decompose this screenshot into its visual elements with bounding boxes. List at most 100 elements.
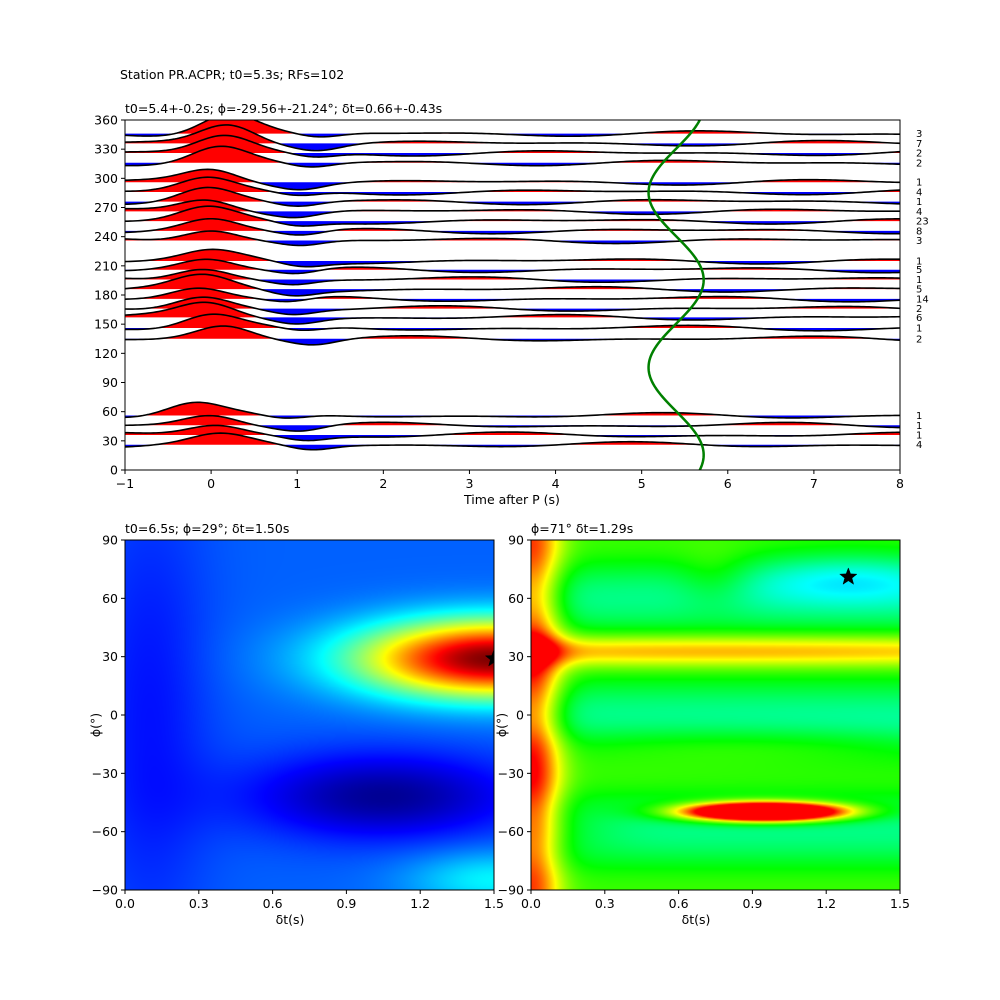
rf-trace xyxy=(125,287,900,303)
rf-negative-fill xyxy=(125,279,900,285)
y-tick-label: 0 xyxy=(110,463,118,478)
rf-xlabel: Time after P (s) xyxy=(463,492,560,507)
x-tick-label: 0.6 xyxy=(263,896,283,911)
best-fit-star-marker xyxy=(484,648,494,667)
trace-count-label: 1 xyxy=(916,421,922,432)
x-tick-label: 0.0 xyxy=(521,896,541,911)
heatmap-right-axes: 0.0 0.3 0.6 0.9 1.2 1.5 −90 −60 −30 0 30 60 90 xyxy=(498,533,910,912)
x-tick-label: 1.2 xyxy=(410,896,430,911)
trace-count-label: 2 xyxy=(916,158,922,169)
trace-count-label: 3 xyxy=(916,129,922,140)
heatmap-right-xlabel: δt(s) xyxy=(682,912,711,927)
y-tick-label: 240 xyxy=(94,229,118,244)
rf-panel: t0=5.4+-0.2s; ϕ=-29.56+-21.24°; δt=0.66+… xyxy=(94,101,929,507)
rf-trace xyxy=(125,168,900,191)
y-tick-label: 60 xyxy=(508,591,524,606)
x-tick-label: 8 xyxy=(896,476,904,491)
figure-suptitle: Station PR.ACPR; t0=5.3s; RFs=102 xyxy=(120,67,344,82)
rf-axes: −1 0 1 2 3 4 5 6 7 803060901201501802102402703003… xyxy=(94,113,929,492)
y-tick-label: 60 xyxy=(102,404,118,419)
rf-negative-fill xyxy=(125,289,900,296)
rf-trace xyxy=(125,258,900,275)
rf-trace xyxy=(125,124,900,152)
heatmap-right-panel: ϕ=71° δt=1.29s 0.0 0.3 0.6 0.9 1.2 1.5 −90 −60 −… xyxy=(494,521,910,927)
y-tick-label: 300 xyxy=(94,171,118,186)
x-tick-label: −1 xyxy=(116,476,134,491)
x-tick-label: 0.6 xyxy=(669,896,689,911)
rf-negative-fill xyxy=(125,153,900,158)
x-tick-label: 0.0 xyxy=(115,896,135,911)
x-tick-label: 0.9 xyxy=(742,896,762,911)
rf-trace xyxy=(125,186,900,207)
rf-trace xyxy=(125,248,900,268)
heatmap-left-title: t0=6.5s; ϕ=29°; δt=1.50s xyxy=(125,521,289,536)
rf-trace xyxy=(125,432,900,451)
x-tick-label: 1.2 xyxy=(816,896,836,911)
trace-count-label: 1 xyxy=(916,178,922,189)
rf-trace xyxy=(125,230,900,247)
rf-positive-fill xyxy=(125,433,900,445)
trace-count-label: 4 xyxy=(916,440,922,451)
trace-count-label: 1 xyxy=(916,431,922,442)
heatmap-right-image xyxy=(531,540,900,890)
heatmap-left-image xyxy=(125,540,494,890)
rf-negative-fill xyxy=(125,425,900,432)
rf-negative-fill xyxy=(125,308,900,315)
y-tick-label: −30 xyxy=(498,766,524,781)
rf-trace xyxy=(125,176,900,197)
x-tick-label: 1 xyxy=(293,476,301,491)
rf-negative-fill xyxy=(125,435,900,441)
x-tick-label: 3 xyxy=(465,476,473,491)
best-fit-star-marker xyxy=(839,567,858,585)
rf-negative-fill xyxy=(125,240,900,246)
y-tick-label: 0 xyxy=(110,708,118,723)
y-tick-label: −90 xyxy=(92,883,118,898)
y-tick-label: −90 xyxy=(498,883,524,898)
rf-trace xyxy=(125,424,900,442)
x-tick-label: 4 xyxy=(552,476,560,491)
y-tick-label: 360 xyxy=(94,113,118,128)
rf-trace xyxy=(125,145,900,168)
trace-count-label: 2 xyxy=(916,334,922,345)
x-tick-label: 0.3 xyxy=(189,896,209,911)
heatmap-left-panel: t0=6.5s; ϕ=29°; δt=1.50s 0.0 0.3 0.6 0.9 1.2… xyxy=(88,521,504,927)
heatmap-left-ylabel: ϕ(°) xyxy=(88,713,103,737)
heatmap-right-marks xyxy=(839,567,858,585)
y-tick-label: 30 xyxy=(508,649,524,664)
trace-count-label: 14 xyxy=(916,294,929,305)
y-tick-label: 270 xyxy=(94,200,118,215)
y-tick-label: 90 xyxy=(508,533,524,548)
y-tick-label: 330 xyxy=(94,142,118,157)
y-tick-label: 180 xyxy=(94,288,118,303)
y-tick-label: 90 xyxy=(102,533,118,548)
x-tick-label: 7 xyxy=(810,476,818,491)
x-tick-label: 2 xyxy=(379,476,387,491)
rf-positive-fill xyxy=(125,402,900,416)
trace-count-label: 8 xyxy=(916,226,922,237)
rf-positive-fill xyxy=(125,146,900,163)
y-tick-label: 150 xyxy=(94,317,118,332)
rf-trace xyxy=(125,205,900,227)
trace-count-label: 5 xyxy=(916,265,922,276)
rf-positive-fill xyxy=(125,249,900,261)
trace-count-label: 1 xyxy=(916,324,922,335)
y-tick-label: −60 xyxy=(498,824,524,839)
heatmap-right-ylabel: ϕ(°) xyxy=(494,713,509,737)
heatmap-left-xlabel: δt(s) xyxy=(276,912,305,927)
rf-trace xyxy=(125,217,900,236)
rf-trace xyxy=(125,401,900,419)
rf-trace xyxy=(125,134,900,158)
rf-trace xyxy=(125,273,900,297)
rf-trace xyxy=(125,199,900,219)
rf-panel-title: t0=5.4+-0.2s; ϕ=-29.56+-21.24°; δt=0.66+… xyxy=(125,101,442,116)
trace-count-label: 1 xyxy=(916,275,922,286)
rf-plot-area xyxy=(125,120,900,470)
rf-negative-fill xyxy=(125,338,900,345)
y-tick-label: −60 xyxy=(92,824,118,839)
trace-count-label: 4 xyxy=(916,187,922,198)
rf-trace xyxy=(125,313,900,332)
t0-curve xyxy=(647,120,705,470)
y-tick-label: 210 xyxy=(94,258,118,273)
rf-negative-fill xyxy=(125,444,900,450)
